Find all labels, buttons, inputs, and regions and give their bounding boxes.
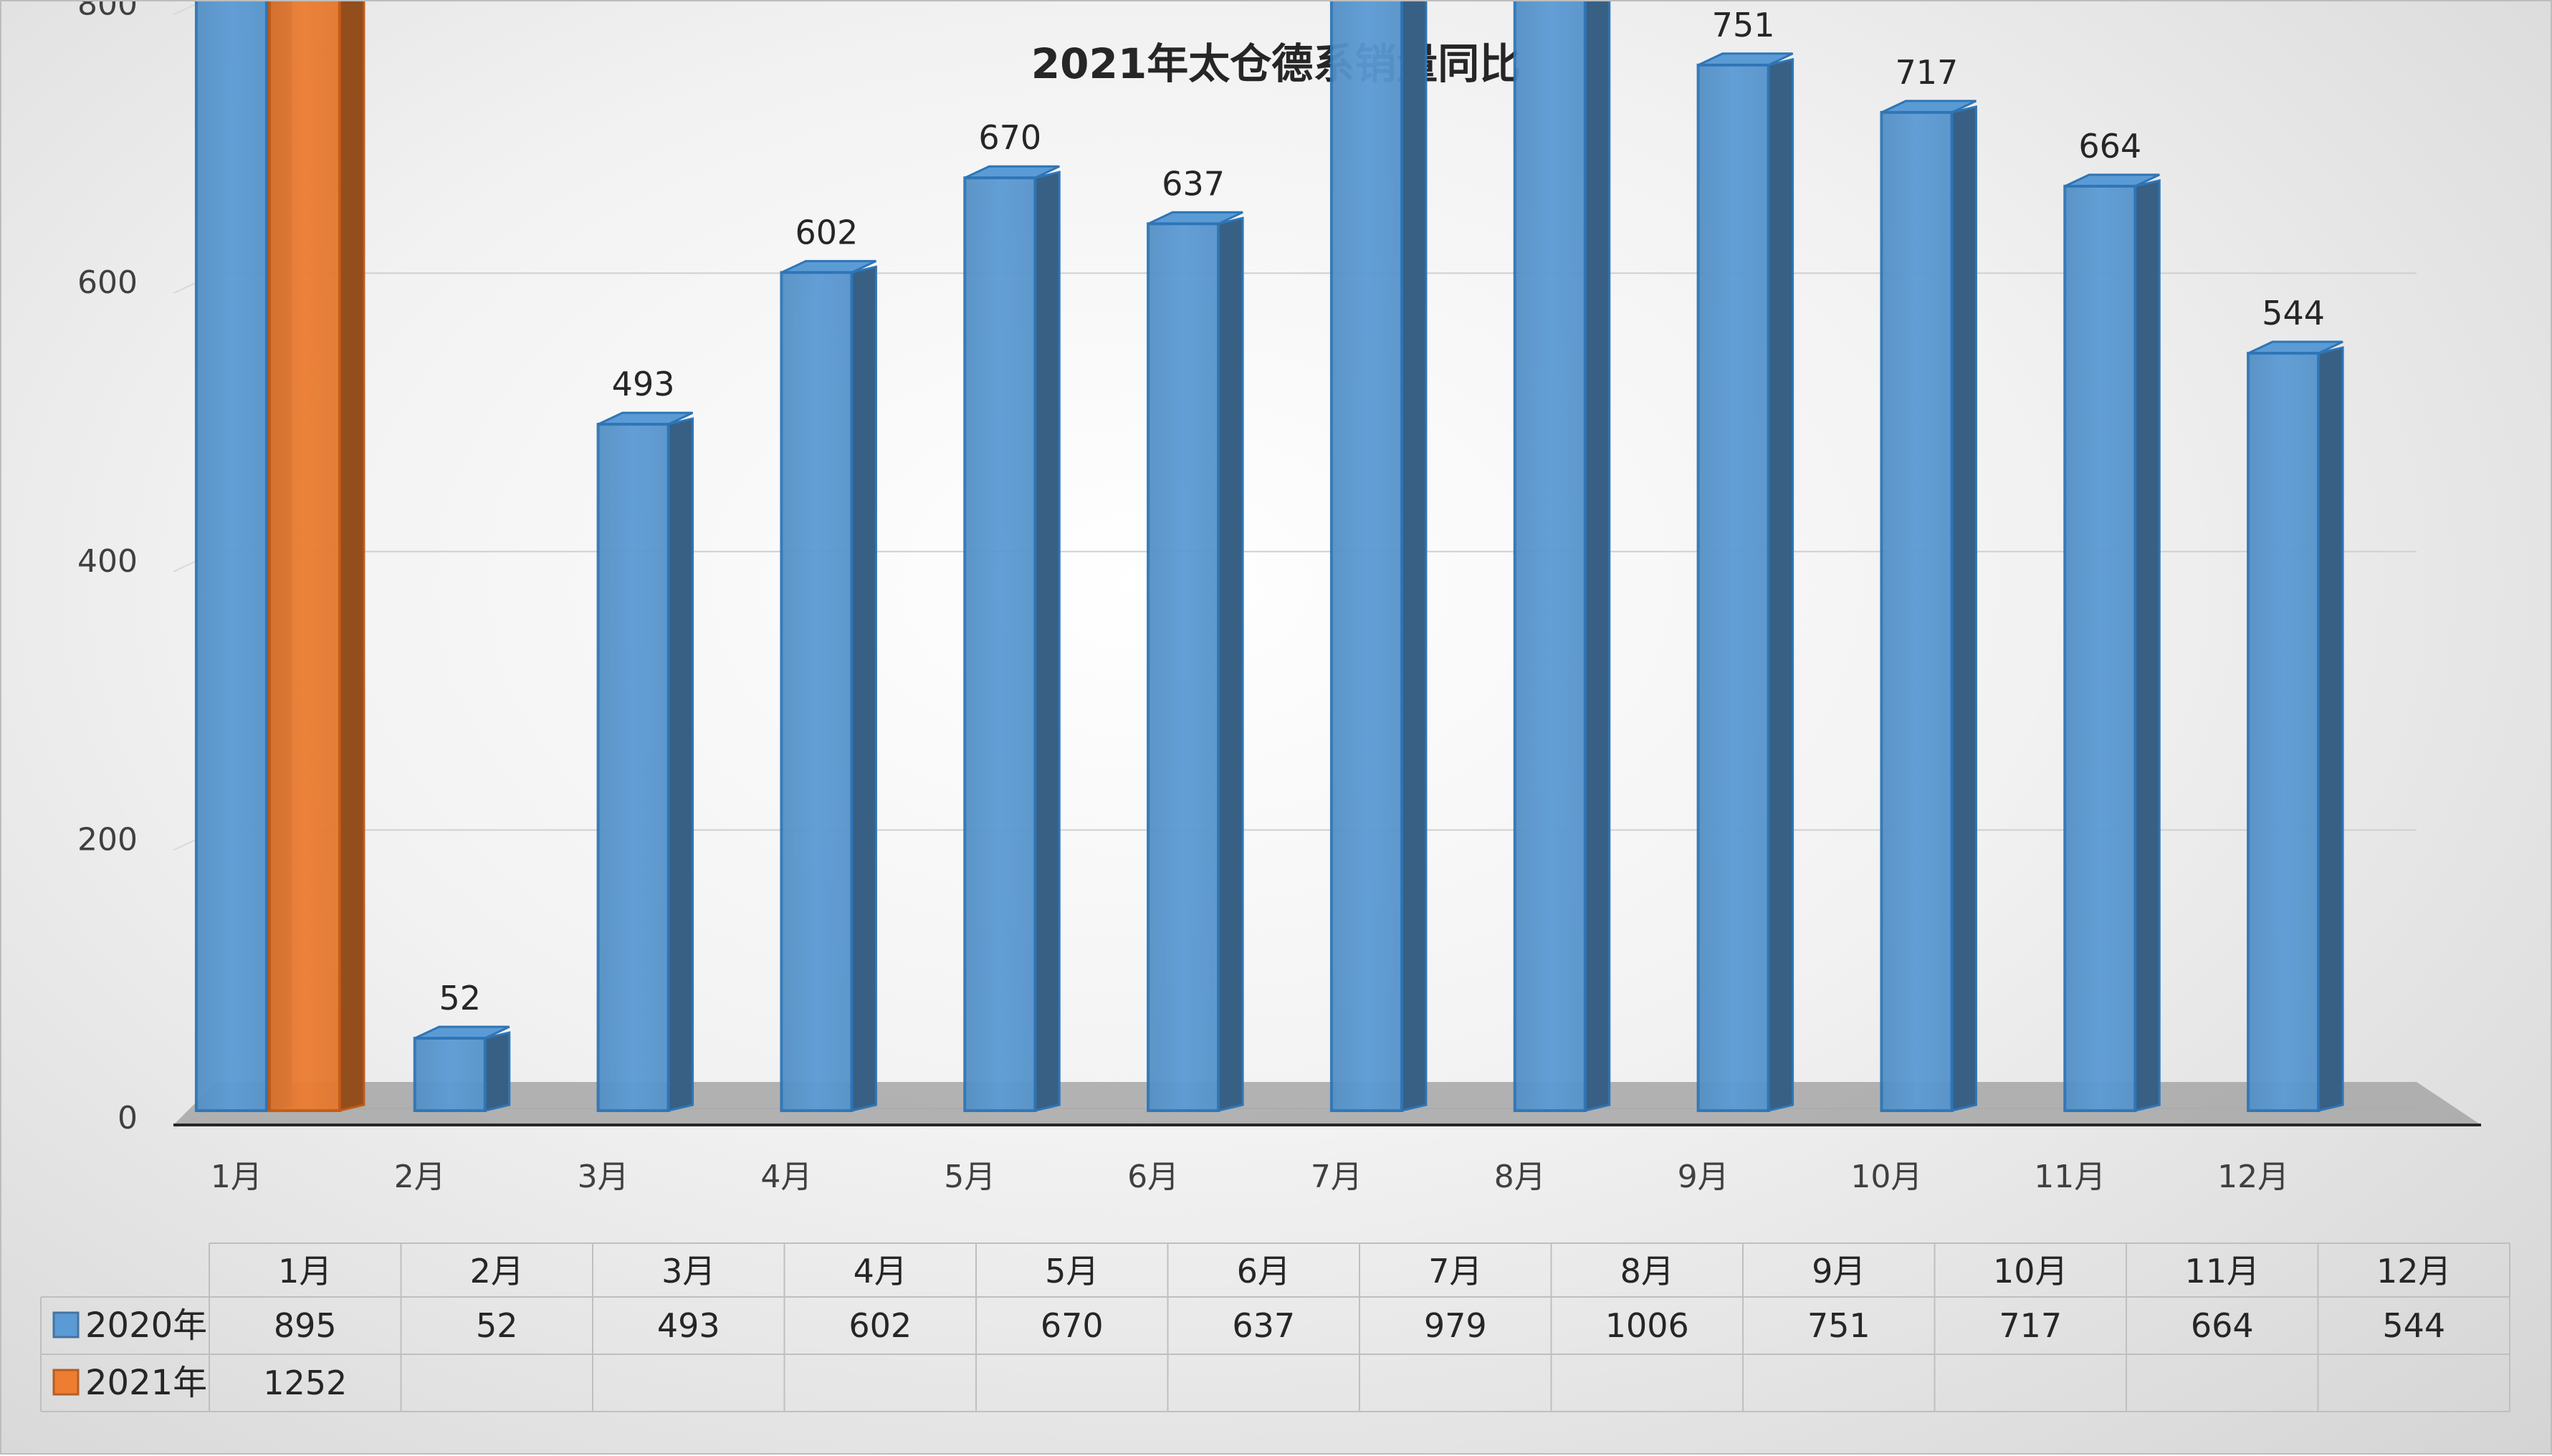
x-tick-label: 6月 [1127,1159,1179,1195]
bar-side-2020年-12月 [2317,346,2344,1112]
table-cell: 979 [1424,1306,1487,1345]
table-cell: 670 [1041,1306,1104,1345]
table-cell: 751 [1807,1306,1870,1345]
bar-2020年-6月 [1147,222,1220,1113]
x-tick-label: 9月 [1678,1159,1729,1195]
table-header-cell: 2月 [470,1252,524,1290]
table-header-cell: 6月 [1237,1252,1291,1290]
table-cell: 544 [2382,1306,2445,1345]
x-tick-label: 10月 [1850,1159,1922,1195]
y-tick-label: 400 [77,543,138,580]
y-tick-label: 0 [118,1100,138,1136]
data-label-2020年-12月: 544 [2262,294,2325,332]
bar-side-2020年-4月 [850,265,877,1112]
x-tick-label: 1月 [211,1159,262,1195]
bar-2020年-10月 [1880,110,1954,1112]
x-tick-label: 12月 [2217,1159,2289,1195]
bar-2020年-9月 [1696,63,1770,1112]
x-tick-label: 11月 [2034,1159,2106,1195]
data-label-2020年-5月: 670 [978,118,1041,157]
x-tick-label: 7月 [1311,1159,1362,1195]
x-tick-label: 3月 [578,1159,629,1195]
data-label-2020年-6月: 637 [1162,164,1225,203]
bar-side-2020年-7月 [1400,1,1428,1112]
data-label-2020年-3月: 493 [612,365,675,403]
data-label-2020年-9月: 751 [1712,6,1775,44]
bar-2020年-3月 [596,423,670,1112]
table-header-cell: 12月 [2376,1252,2452,1290]
legend-key-2020年 [52,1311,80,1338]
data-label-2020年-2月: 52 [439,979,481,1017]
table-cell: 637 [1232,1306,1295,1345]
legend-label: 2020年 [85,1306,207,1346]
legend-key-2021年 [52,1369,80,1396]
bar-side-2020年-5月 [1033,171,1061,1112]
y-tick-label: 600 [77,264,138,301]
table-header-cell: 7月 [1428,1252,1482,1290]
table-header-cell: 5月 [1045,1252,1099,1290]
table-cell: 602 [849,1306,912,1345]
table-cell: 895 [274,1306,337,1345]
bar-side-2020年-9月 [1767,57,1794,1112]
y-tick-label: 200 [77,821,138,858]
bar-side-2020年-10月 [1950,105,1977,1112]
y-tick-label: 800 [77,1,138,23]
bar-side-2020年-3月 [667,417,694,1112]
table-header-cell: 8月 [1620,1252,1674,1290]
bar-2020年-1月 [194,1,268,1112]
table-header-cell: 10月 [1993,1252,2068,1290]
bar-2020年-8月 [1513,1,1587,1112]
table-cell: 52 [476,1306,518,1345]
data-label-2020年-11月: 664 [2078,127,2141,166]
chart-title: 2021年太仓德系销量同比 [1031,39,1521,88]
legend-label: 2021年 [85,1363,207,1403]
table-header-cell: 9月 [1812,1252,1865,1290]
table-header-cell: 1月 [278,1252,332,1290]
bar-side-2021年-1月 [338,1,365,1112]
bar-side-2020年-8月 [1584,1,1611,1112]
data-label-2020年-4月: 602 [795,213,859,252]
data-label-2020年-10月: 717 [1896,53,1959,92]
bar-side-2020年-2月 [484,1031,511,1112]
table-cell: 1252 [263,1364,347,1402]
bar-2020年-12月 [2247,352,2321,1112]
bar-2020年-11月 [2063,184,2137,1112]
table-cell: 1006 [1605,1306,1689,1345]
bar-2020年-7月 [1329,1,1403,1113]
bar-2021年-1月 [267,1,341,1112]
table-header-cell: 11月 [2184,1252,2260,1290]
table-cell: 664 [2191,1306,2254,1345]
x-tick-label: 4月 [760,1159,812,1195]
bar-2020年-4月 [780,271,854,1113]
x-tick-label: 8月 [1494,1159,1546,1195]
table-header-cell: 3月 [661,1252,715,1290]
bar-2020年-5月 [963,176,1037,1113]
x-tick-label: 2月 [394,1159,446,1195]
bar-side-2020年-11月 [2133,178,2161,1112]
bar-side-2020年-6月 [1217,216,1244,1112]
table-cell: 493 [657,1306,720,1345]
x-tick-label: 5月 [944,1159,995,1195]
table-header-cell: 4月 [854,1252,907,1290]
table-cell: 717 [1999,1306,2062,1345]
bar-2020年-2月 [413,1036,487,1112]
